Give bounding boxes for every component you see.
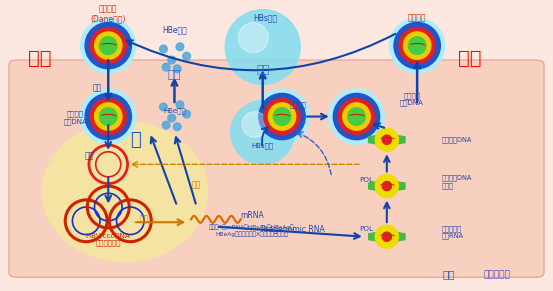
Ellipse shape — [238, 23, 268, 53]
Ellipse shape — [375, 175, 398, 198]
Ellipse shape — [182, 52, 190, 60]
Ellipse shape — [389, 18, 445, 73]
Ellipse shape — [182, 110, 190, 118]
Ellipse shape — [242, 112, 268, 137]
Ellipse shape — [329, 89, 384, 144]
Text: 合成负链DNA: 合成负链DNA — [442, 174, 472, 181]
Ellipse shape — [85, 93, 132, 140]
Ellipse shape — [95, 103, 122, 130]
Ellipse shape — [254, 89, 310, 144]
Ellipse shape — [259, 93, 305, 140]
Ellipse shape — [264, 98, 300, 135]
Text: 【通过4类mRNA对HBsAg、HBcAg、
HBeAg、逆转录酶（X蛋白）进行翻译】: 【通过4类mRNA对HBsAg、HBcAg、 HBeAg、逆转录酶（X蛋白）进行… — [209, 225, 294, 237]
Polygon shape — [369, 231, 405, 242]
Ellipse shape — [100, 108, 117, 125]
Text: 翻译: 翻译 — [192, 180, 201, 189]
Text: Pregenomic RNA: Pregenomic RNA — [261, 225, 325, 234]
Ellipse shape — [343, 103, 370, 130]
Text: 病毒粒子
(Dane颗粒): 病毒粒子 (Dane颗粒) — [91, 4, 126, 24]
Ellipse shape — [95, 32, 122, 59]
Text: 脱壳: 脱壳 — [92, 83, 102, 92]
Ellipse shape — [382, 232, 392, 241]
Ellipse shape — [394, 22, 440, 69]
Text: 松弛环状
双链DNA: 松弛环状 双链DNA — [63, 111, 87, 125]
Text: HBe抗原: HBe抗原 — [162, 25, 187, 34]
Ellipse shape — [333, 93, 380, 140]
Ellipse shape — [176, 43, 184, 51]
Ellipse shape — [173, 65, 181, 73]
Text: HBs抗原: HBs抗原 — [253, 14, 278, 23]
Text: 分泌: 分泌 — [256, 65, 269, 75]
Text: 合成正链DNA: 合成正链DNA — [442, 136, 472, 143]
Ellipse shape — [163, 63, 170, 71]
Ellipse shape — [100, 37, 117, 54]
Text: POL: POL — [359, 177, 373, 183]
Ellipse shape — [81, 18, 136, 73]
Ellipse shape — [382, 182, 392, 191]
Text: HBs抗原: HBs抗原 — [252, 142, 274, 149]
Ellipse shape — [168, 114, 175, 122]
Text: 感染: 感染 — [28, 49, 51, 68]
Ellipse shape — [90, 98, 126, 135]
Ellipse shape — [338, 98, 374, 135]
FancyBboxPatch shape — [9, 60, 544, 277]
Text: 分泌: 分泌 — [168, 70, 181, 79]
Text: 病毒粒子: 病毒粒子 — [408, 14, 426, 23]
Ellipse shape — [348, 108, 366, 125]
Ellipse shape — [225, 10, 300, 84]
Ellipse shape — [231, 101, 295, 164]
Ellipse shape — [176, 101, 184, 109]
Ellipse shape — [85, 22, 132, 69]
Text: HBV cccDNA
（双链闭环）: HBV cccDNA （双链闭环） — [86, 233, 130, 246]
Ellipse shape — [42, 122, 207, 261]
Ellipse shape — [90, 28, 126, 64]
Ellipse shape — [268, 103, 296, 130]
Ellipse shape — [163, 121, 170, 129]
Ellipse shape — [160, 103, 167, 111]
Text: 核心颗粒内
正链RNA: 核心颗粒内 正链RNA — [442, 225, 464, 239]
Polygon shape — [369, 134, 405, 146]
Text: 被壳集合: 被壳集合 — [290, 102, 307, 108]
Text: 松弛环状
双链DNA: 松弛环状 双链DNA — [400, 92, 424, 106]
Text: HBe抗原: HBe抗原 — [163, 107, 186, 114]
Ellipse shape — [404, 32, 431, 59]
Text: 肝论: 肝论 — [442, 269, 455, 279]
Text: 修复: 修复 — [84, 151, 93, 160]
Ellipse shape — [160, 45, 167, 53]
Ellipse shape — [382, 135, 392, 144]
Text: 凯莱英药闻: 凯莱英药闻 — [484, 270, 510, 279]
Text: mRNA: mRNA — [240, 210, 264, 219]
Text: 逆转录: 逆转录 — [442, 183, 454, 189]
Ellipse shape — [408, 37, 426, 54]
Ellipse shape — [168, 56, 175, 64]
Text: 核: 核 — [131, 131, 141, 149]
Text: POL: POL — [359, 226, 373, 233]
Ellipse shape — [81, 89, 136, 144]
Ellipse shape — [173, 123, 181, 131]
Text: 释放: 释放 — [458, 49, 481, 68]
Ellipse shape — [375, 128, 398, 151]
Ellipse shape — [399, 28, 435, 64]
Ellipse shape — [375, 225, 398, 248]
Polygon shape — [369, 180, 405, 192]
Text: 转录: 转录 — [139, 215, 149, 224]
Ellipse shape — [273, 108, 291, 125]
